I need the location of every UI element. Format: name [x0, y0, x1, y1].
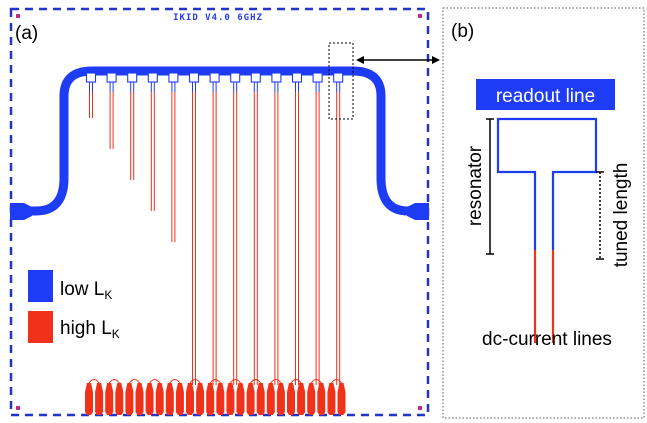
- resonator: [168, 72, 179, 242]
- bond-pad: [155, 383, 164, 415]
- corner-marker: [16, 14, 20, 18]
- resonator: [312, 72, 323, 385]
- resonator: [127, 72, 138, 180]
- resonator-label: resonator: [465, 145, 486, 226]
- panel-b: (b) readout line resonator tuned length …: [442, 7, 645, 419]
- resonator: [271, 72, 282, 385]
- zoom-arrow-head-left: [356, 56, 364, 64]
- resonator: [333, 72, 344, 385]
- bond-pad: [337, 383, 346, 415]
- bond-pad-connector: [128, 379, 140, 385]
- bond-pad: [135, 383, 144, 415]
- bond-pad: [266, 383, 275, 415]
- bond-pad: [175, 383, 184, 415]
- dc-current-lines-label: dc-current lines: [482, 329, 612, 350]
- resonator-head: [147, 72, 158, 83]
- panel-a-label: (a): [15, 23, 38, 44]
- zoom-arrow-head-right: [432, 56, 440, 64]
- bond-pad: [317, 383, 326, 415]
- legend-low-lk: low LK: [60, 279, 112, 302]
- resonator: [209, 72, 220, 385]
- legend-high-lk: high LK: [60, 318, 120, 341]
- resonator: [106, 72, 117, 149]
- legend: low LK high LK: [28, 270, 120, 343]
- bond-pad: [165, 383, 174, 415]
- bond-pad-connector: [169, 379, 181, 385]
- bond-pad-connector: [330, 379, 342, 385]
- corner-marker: [16, 406, 20, 410]
- resonator: [147, 72, 158, 211]
- tuned-length-label: tuned length: [611, 163, 632, 268]
- bond-pad: [327, 383, 336, 415]
- bond-pad: [105, 383, 114, 415]
- resonator-head: [188, 72, 200, 83]
- bond-pad-connector: [189, 379, 201, 385]
- bond-pad-connector: [108, 379, 120, 385]
- bond-pad: [256, 383, 265, 415]
- resonator-head: [168, 72, 179, 83]
- bond-pad-row: [85, 379, 346, 415]
- panel-b-label: (b): [451, 21, 474, 42]
- resonator-head: [250, 72, 261, 83]
- zoomed-resonator: [496, 117, 598, 250]
- bond-pad: [145, 383, 154, 415]
- resonator-array: [85, 72, 344, 385]
- readout-line-label: readout line: [496, 86, 595, 107]
- panel-b-border: [442, 7, 645, 419]
- resonator-head: [230, 72, 241, 83]
- bond-pad: [95, 383, 104, 415]
- chip-title: IKID V4.0 6GHZ: [173, 13, 263, 23]
- bond-pad: [115, 383, 124, 415]
- resonator-head: [312, 72, 323, 83]
- bond-pad: [226, 383, 235, 415]
- bond-pad: [246, 383, 255, 415]
- bond-pad-connector: [250, 379, 262, 385]
- resonator: [291, 72, 303, 385]
- readout-feedline: [11, 66, 428, 216]
- bond-pad-connector: [290, 379, 302, 385]
- resonator-head: [291, 72, 303, 83]
- resonator-head: [85, 72, 97, 83]
- bond-pad: [236, 383, 245, 415]
- bond-pad: [276, 383, 285, 415]
- resonator: [85, 72, 97, 118]
- legend-swatch-low-lk: [28, 270, 53, 302]
- bond-pad: [186, 383, 194, 415]
- resonator-head: [209, 72, 220, 83]
- bond-pad: [206, 383, 215, 415]
- resonator: [230, 72, 241, 385]
- bond-pad: [196, 383, 205, 415]
- bond-pad: [287, 383, 295, 415]
- resonator-head: [127, 72, 138, 83]
- bond-pad-connector: [229, 379, 241, 385]
- bond-pad: [297, 383, 306, 415]
- bond-pad: [307, 383, 316, 415]
- bond-pad: [125, 383, 134, 415]
- bond-pad-connector: [149, 379, 161, 385]
- corner-marker: [418, 406, 422, 410]
- resonator: [250, 72, 261, 385]
- bond-pad-connector: [209, 379, 221, 385]
- resonator-head: [106, 72, 117, 83]
- resonator-head: [333, 72, 344, 83]
- panel-a: (a) IKID V4.0 6GHZ low LK high LK: [9, 7, 440, 417]
- bond-pad: [85, 383, 93, 415]
- bond-pad-connector: [310, 379, 322, 385]
- bond-pad-connector: [88, 379, 100, 385]
- readout-line-badge: [476, 79, 615, 110]
- bond-pad-connector: [270, 379, 282, 385]
- zoom-region-box: [328, 42, 354, 120]
- left-port-pad: [10, 203, 32, 220]
- resonator-head: [271, 72, 282, 83]
- corner-marker: [418, 14, 422, 18]
- resonator: [188, 72, 200, 385]
- right-port-pad: [407, 203, 429, 220]
- legend-swatch-high-lk: [28, 311, 53, 343]
- bond-pad: [216, 383, 225, 415]
